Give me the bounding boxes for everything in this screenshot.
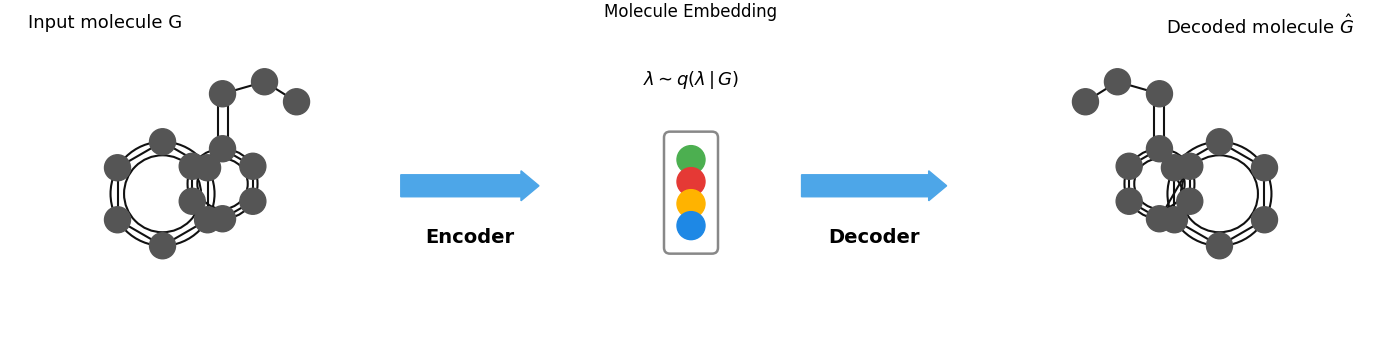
Circle shape: [105, 207, 130, 233]
FancyArrow shape: [802, 171, 947, 201]
Circle shape: [240, 188, 265, 214]
FancyBboxPatch shape: [663, 132, 719, 254]
Text: $\lambda \sim q(\lambda\,|\,G)$: $\lambda \sim q(\lambda\,|\,G)$: [643, 69, 739, 91]
Circle shape: [1177, 153, 1202, 179]
Circle shape: [105, 155, 130, 181]
Circle shape: [1072, 89, 1099, 115]
Circle shape: [1147, 206, 1172, 232]
Circle shape: [210, 136, 235, 162]
Circle shape: [210, 81, 235, 107]
Circle shape: [1117, 188, 1142, 214]
Text: Encoder: Encoder: [426, 228, 514, 247]
Circle shape: [1161, 155, 1187, 181]
Circle shape: [1206, 233, 1233, 259]
Circle shape: [1177, 188, 1202, 214]
Circle shape: [1252, 207, 1277, 233]
Circle shape: [210, 206, 235, 232]
Circle shape: [180, 188, 205, 214]
Circle shape: [252, 69, 278, 95]
Circle shape: [283, 89, 310, 115]
Circle shape: [149, 233, 176, 259]
Circle shape: [1206, 129, 1233, 155]
Text: Input molecule G: Input molecule G: [28, 14, 182, 32]
Circle shape: [677, 168, 705, 196]
Text: Decoded molecule $\hat{G}$: Decoded molecule $\hat{G}$: [1166, 14, 1354, 37]
Circle shape: [677, 190, 705, 218]
Circle shape: [195, 155, 221, 181]
Circle shape: [180, 153, 205, 179]
Circle shape: [677, 212, 705, 240]
Circle shape: [240, 153, 265, 179]
Circle shape: [149, 129, 176, 155]
Text: Molecule Embedding: Molecule Embedding: [604, 3, 778, 21]
FancyArrow shape: [401, 171, 539, 201]
Text: Decoder: Decoder: [828, 228, 920, 247]
Circle shape: [677, 146, 705, 174]
Circle shape: [1252, 155, 1277, 181]
Circle shape: [1147, 81, 1172, 107]
Circle shape: [1104, 69, 1130, 95]
Circle shape: [1161, 207, 1187, 233]
Circle shape: [1147, 136, 1172, 162]
Circle shape: [195, 207, 221, 233]
Circle shape: [1117, 153, 1142, 179]
